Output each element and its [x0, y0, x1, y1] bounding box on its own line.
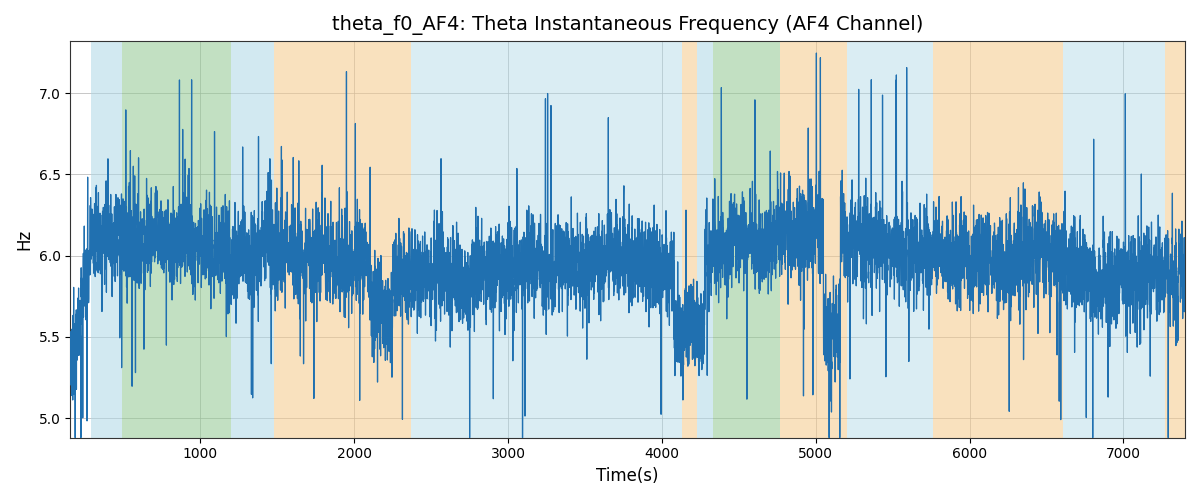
Bar [1063, 41, 1165, 438]
Bar [232, 41, 274, 438]
Y-axis label: Hz: Hz [16, 229, 34, 250]
Bar [932, 41, 1063, 438]
Bar [122, 41, 232, 438]
Bar [682, 41, 697, 438]
Bar [697, 41, 713, 438]
Bar [713, 41, 780, 438]
Bar [1165, 41, 1186, 438]
Title: theta_f0_AF4: Theta Instantaneous Frequency (AF4 Channel): theta_f0_AF4: Theta Instantaneous Freque… [332, 15, 923, 35]
Bar [846, 41, 932, 438]
Bar [780, 41, 846, 438]
Bar [412, 41, 682, 438]
Bar [274, 41, 412, 438]
Bar [91, 41, 122, 438]
X-axis label: Time(s): Time(s) [596, 467, 659, 485]
